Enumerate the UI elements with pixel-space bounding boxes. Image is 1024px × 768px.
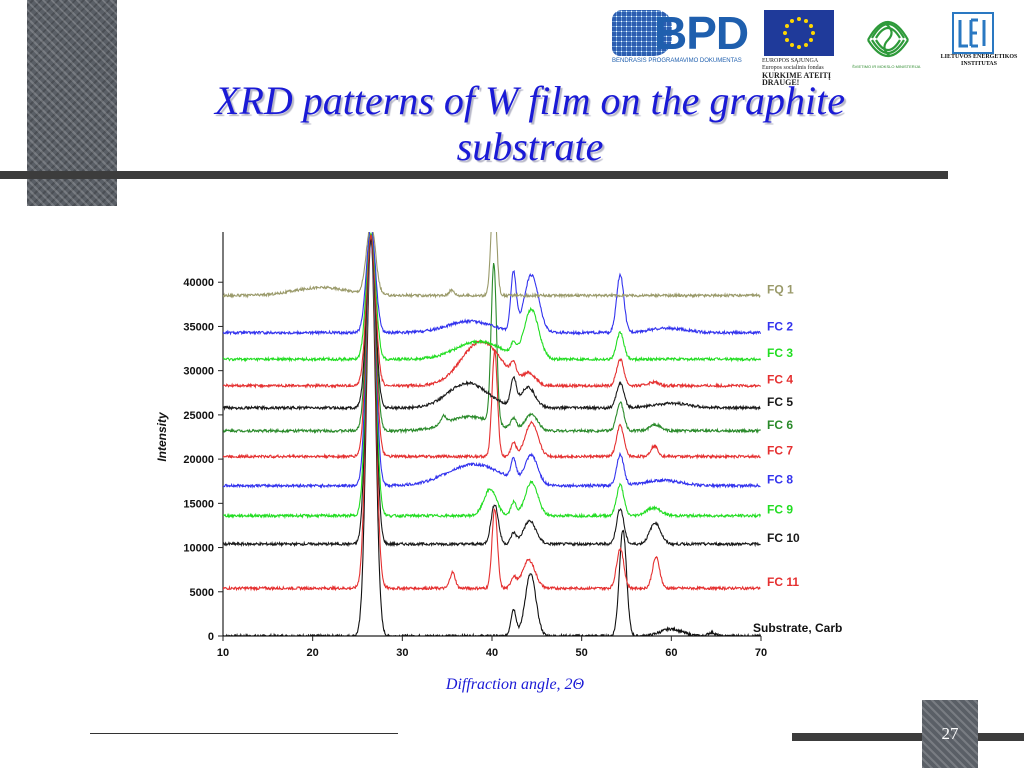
lei-logo-icon bbox=[952, 12, 994, 54]
series-label: FC 7 bbox=[767, 443, 793, 457]
lei-logo-text: LIETUVOS ENERGETIKOS INSTITUTAS bbox=[934, 54, 1024, 68]
series-label: FC 6 bbox=[767, 418, 793, 432]
lei-mark-icon bbox=[954, 14, 992, 52]
x-tick-label: 70 bbox=[755, 647, 767, 659]
series-line bbox=[223, 238, 761, 487]
bpd-logo-text: BPD bbox=[654, 6, 748, 60]
lei-logo-line1: LIETUVOS ENERGETIKOS bbox=[934, 54, 1024, 61]
eu-flag-icon bbox=[764, 10, 834, 56]
bpd-logo-subtitle: BENDRASIS PROGRAMAVIMO DOKUMENTAS bbox=[612, 58, 762, 64]
y-tick-label: 10000 bbox=[183, 543, 214, 555]
x-tick-label: 40 bbox=[486, 647, 498, 659]
x-tick-label: 20 bbox=[307, 647, 319, 659]
y-tick-label: 35000 bbox=[183, 321, 214, 333]
xrd-chart: 10 20 30 40 50 60 70 0 5000 10000 15000 20000 25000 3… bbox=[150, 232, 870, 672]
slide-title: XRD patterns of W film on the graphite s… bbox=[150, 78, 910, 170]
eu-stars-icon bbox=[764, 10, 834, 56]
footer-line bbox=[90, 733, 398, 734]
title-underline-bar bbox=[0, 171, 948, 179]
y-tick-label: 30000 bbox=[183, 366, 214, 378]
ministry-logo-text: ŠVIETIMO IR MOKSLO MINISTERIJA bbox=[852, 64, 932, 69]
series-label: FC 9 bbox=[767, 503, 793, 517]
series-label: FC 5 bbox=[767, 395, 793, 409]
x-tick-label: 60 bbox=[665, 647, 677, 659]
series-label: FC 11 bbox=[767, 575, 799, 589]
lei-logo-line2: INSTITUTAS bbox=[934, 61, 1024, 68]
series-label: FC 8 bbox=[767, 473, 793, 487]
bpd-logo: BPD BENDRASIS PROGRAMAVIMO DOKUMENTAS bbox=[612, 10, 757, 74]
series-label: FC 4 bbox=[767, 373, 793, 387]
series-label: FC 10 bbox=[767, 531, 800, 545]
series-label: Substrate, Carb bbox=[753, 621, 842, 635]
x-axis-caption: Diffraction angle, 2Θ bbox=[380, 676, 650, 694]
y-tick-label: 40000 bbox=[183, 277, 214, 289]
page-number: 27 bbox=[922, 724, 978, 744]
y-tick-label: 0 bbox=[208, 631, 214, 643]
y-tick-label: 5000 bbox=[190, 587, 214, 599]
page-number-box: 27 bbox=[922, 700, 978, 768]
sponsor-logos: BPD BENDRASIS PROGRAMAVIMO DOKUMENTAS EU… bbox=[612, 10, 1024, 82]
y-tick-label: 20000 bbox=[183, 454, 214, 466]
x-tick-label: 50 bbox=[576, 647, 588, 659]
series-line bbox=[223, 234, 761, 517]
footer-bar bbox=[792, 733, 1024, 741]
ministry-logo-icon bbox=[852, 10, 924, 66]
y-tick-label: 15000 bbox=[183, 498, 214, 510]
series-label: FC 2 bbox=[767, 320, 793, 334]
y-axis-label: Intensity bbox=[155, 411, 169, 462]
x-tick-label: 10 bbox=[217, 647, 229, 659]
y-tick-label: 25000 bbox=[183, 410, 214, 422]
series-label: FC 3 bbox=[767, 346, 793, 360]
eu-logo-line1: EUROPOS SĄJUNGA bbox=[762, 58, 842, 65]
x-tick-label: 30 bbox=[396, 647, 408, 659]
series-label: FQ 1 bbox=[767, 282, 794, 296]
